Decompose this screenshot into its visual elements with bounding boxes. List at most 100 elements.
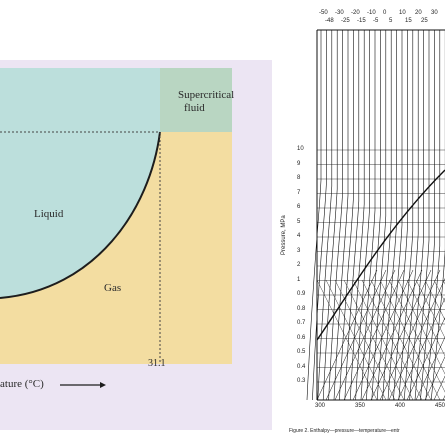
entropy-line xyxy=(433,375,445,401)
quality-line xyxy=(433,279,445,303)
quality-line xyxy=(397,279,445,375)
top-tick-label: -48 xyxy=(325,18,334,24)
y-tick-label: 8 xyxy=(297,175,301,181)
y-tick-label: 9 xyxy=(297,160,301,167)
y-tick-label: 6 xyxy=(297,204,301,210)
entropy-line xyxy=(316,269,378,401)
isotherm-line xyxy=(317,30,333,401)
y-tick-label: 3 xyxy=(297,247,301,254)
entropy-line xyxy=(415,336,445,401)
quality-line xyxy=(343,279,405,401)
entropy-line xyxy=(370,269,432,401)
top-tick-label: 0 xyxy=(383,10,387,16)
top-tick-label: -10 xyxy=(367,10,376,16)
top-tick-label: 25 xyxy=(421,18,428,24)
top-tick-label: 15 xyxy=(405,18,412,24)
isotherm-line xyxy=(382,30,397,401)
top-tick-label: -5 xyxy=(373,18,379,24)
y-tick-label: 4 xyxy=(297,233,301,239)
top-tick-label: 30 xyxy=(431,10,438,16)
isotherm-line xyxy=(344,30,360,401)
x-axis-arrow-head xyxy=(100,382,106,388)
vaporization-curve xyxy=(0,131,161,299)
y-tick-label: 0.4 xyxy=(297,363,306,370)
isotherm-line xyxy=(376,30,392,401)
isotherm-line xyxy=(430,30,445,401)
isotherm-line xyxy=(414,30,430,401)
phase-diagram-panel: Supercritical fluid Liquid Gas 31.1 atur… xyxy=(0,60,272,430)
bottom-tick-label: 450 xyxy=(435,403,445,409)
supercritical-label-line2: fluid xyxy=(184,102,205,114)
top-tick-label: -20 xyxy=(351,10,360,16)
bottom-tick-label: 300 xyxy=(315,403,326,409)
saturation-curve xyxy=(316,169,445,341)
figure-caption: Figure 2. Enthalpy—pressure—temperature—… xyxy=(289,428,400,434)
gas-label: Gas xyxy=(104,282,122,294)
y-tick-label: 0.8 xyxy=(297,305,306,312)
top-tick-label: -30 xyxy=(335,10,344,16)
top-tick-label: -50 xyxy=(319,10,328,16)
quality-line xyxy=(325,279,387,401)
isotherm-line xyxy=(387,30,403,401)
entropy-line xyxy=(397,297,445,401)
entropy-line xyxy=(388,278,445,401)
isotherm-line xyxy=(322,30,338,401)
y-tick-label: 10 xyxy=(297,146,304,152)
top-tick-label: 20 xyxy=(415,10,422,16)
y-tick-label: 0.7 xyxy=(297,320,306,326)
x-axis-label: ature (°C) xyxy=(0,378,44,390)
isotherm-line xyxy=(420,30,435,401)
quality-line xyxy=(316,279,378,401)
isotherm-line xyxy=(409,30,424,401)
entropy-line xyxy=(352,269,414,401)
entropy-line xyxy=(343,269,405,401)
quality-line xyxy=(424,279,445,321)
top-tick-label: 5 xyxy=(389,18,393,24)
quality-line xyxy=(334,279,396,401)
y-tick-label: 0.9 xyxy=(297,291,306,297)
y-tick-label: 0.6 xyxy=(297,334,306,341)
isotherm-line xyxy=(403,30,419,401)
top-tick-label: 10 xyxy=(399,10,406,16)
quality-line xyxy=(406,279,445,357)
quality-line xyxy=(415,279,445,339)
enthalpy-pressure-graphic xyxy=(306,29,445,401)
isotherm-line xyxy=(349,30,365,401)
right-y-axis-label: Pressure, MPa xyxy=(281,215,287,255)
supercritical-label-line1: Supercritical xyxy=(178,89,235,101)
y-tick-label: 5 xyxy=(297,218,301,225)
isotherm-line xyxy=(312,30,327,401)
quality-line xyxy=(379,279,441,401)
liquid-region xyxy=(0,68,160,298)
x-tick-critical-temperature: 31.1 xyxy=(148,358,166,369)
quality-line xyxy=(361,279,423,401)
bottom-tick-label: 350 xyxy=(355,403,366,409)
y-tick-label: 2 xyxy=(297,262,301,268)
isotherm-line xyxy=(366,30,381,401)
y-tick-label: 0.5 xyxy=(297,349,306,355)
quality-line xyxy=(370,279,432,401)
entropy-line xyxy=(424,356,445,401)
y-tick-label: 7 xyxy=(297,189,301,196)
entropy-line xyxy=(325,269,387,401)
quality-line xyxy=(388,279,445,393)
entropy-line xyxy=(379,269,441,401)
top-tick-label: -25 xyxy=(341,18,350,24)
supercritical-region xyxy=(160,68,232,132)
entropy-line xyxy=(361,269,423,401)
isotherm-line xyxy=(328,30,343,401)
entropy-line xyxy=(334,269,396,401)
isotherm-line xyxy=(339,30,354,401)
isotherm-line xyxy=(333,30,349,401)
isotherm-line xyxy=(306,30,322,401)
enthalpy-pressure-chart-panel: -50 -30 -20 -10 0 10 20 30 -48 -25 -15 -5 5 15 25 300… xyxy=(295,0,445,445)
liquid-label: Liquid xyxy=(34,208,64,220)
entropy-line xyxy=(406,317,445,401)
bottom-tick-label: 400 xyxy=(395,403,406,409)
quality-line xyxy=(352,279,414,401)
y-tick-label: 0.3 xyxy=(297,378,306,384)
top-tick-label: -15 xyxy=(357,18,366,24)
phase-diagram-graphic xyxy=(0,60,272,430)
isotherm-line xyxy=(360,30,376,401)
y-tick-label: 1 xyxy=(297,276,301,283)
